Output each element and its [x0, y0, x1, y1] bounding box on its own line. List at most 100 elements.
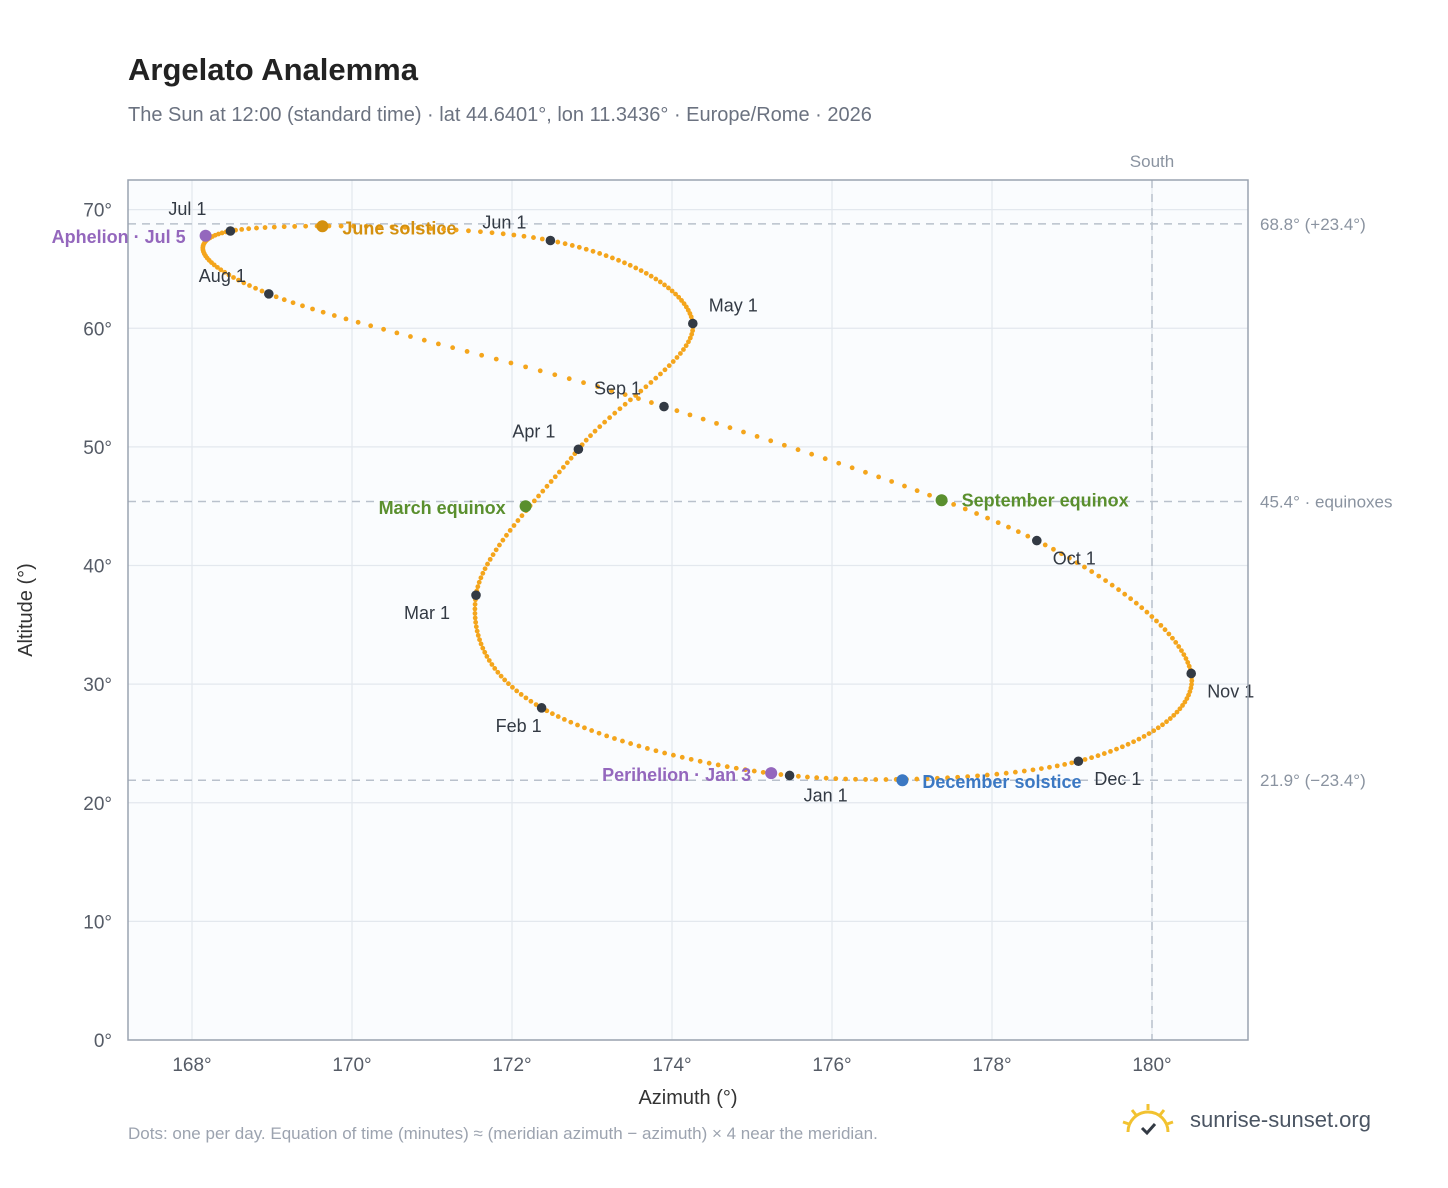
- daily-dot: [671, 752, 676, 758]
- daily-dot: [662, 367, 668, 373]
- daily-dot: [697, 758, 703, 764]
- daily-dot: [1174, 709, 1180, 715]
- month-markers: Jan 1 Feb 1 Mar 1 Apr 1 May 1 Jun 1 Jul 1 Aug 1…: [168, 199, 1254, 805]
- daily-dot: [1180, 703, 1185, 708]
- daily-dot: [549, 711, 555, 717]
- daily-dot: [536, 493, 541, 499]
- daily-dot: [1166, 631, 1172, 637]
- daily-dot: [589, 728, 595, 733]
- daily-dot: [473, 619, 479, 625]
- y-tick-label: 50°: [83, 438, 112, 459]
- daily-dot: [795, 773, 801, 779]
- daily-dot: [281, 297, 287, 303]
- month-label: Aug 1: [199, 266, 246, 286]
- daily-dot: [638, 388, 644, 394]
- daily-dot: [962, 506, 968, 512]
- plot-border: [127, 179, 1249, 1041]
- daily-dot: [1158, 622, 1164, 628]
- daily-dot: [351, 223, 356, 229]
- daily-dot: [951, 501, 957, 507]
- daily-dot: [1030, 767, 1036, 773]
- daily-dot: [500, 537, 506, 543]
- y-tick-label: 60°: [83, 319, 112, 340]
- daily-dot: [1170, 635, 1175, 641]
- brand-name: sunrise-sunset.org: [1190, 1107, 1371, 1132]
- daily-dot: [485, 561, 490, 567]
- month-marker: [573, 444, 584, 455]
- y-tick-label: 0°: [94, 1031, 112, 1052]
- month-label: Dec 1: [1094, 769, 1141, 789]
- daily-dot: [1144, 609, 1150, 615]
- daily-dot: [453, 227, 459, 233]
- daily-dot: [528, 698, 534, 704]
- daily-dot: [521, 233, 527, 239]
- daily-dot: [1062, 761, 1068, 767]
- reference-line-label: 45.4° · equinoxes: [1260, 492, 1393, 511]
- event-marker: [519, 500, 532, 513]
- daily-dot: [253, 285, 258, 291]
- daily-dot: [628, 741, 634, 746]
- y-tick-label: 70°: [83, 201, 112, 222]
- daily-dot: [638, 268, 644, 274]
- daily-dot: [688, 756, 694, 762]
- daily-dot: [662, 750, 668, 756]
- y-tick-label: 40°: [83, 557, 112, 578]
- daily-dot: [219, 230, 225, 236]
- daily-dot: [1155, 725, 1161, 731]
- daily-dot: [666, 285, 671, 291]
- daily-dot: [475, 584, 481, 590]
- daily-dot: [343, 316, 349, 322]
- daily-dot: [889, 479, 895, 484]
- brand-logo[interactable]: sunrise-sunset.org: [1120, 1102, 1371, 1138]
- daily-dot: [1154, 618, 1159, 624]
- x-axis-label: Azimuth (°): [638, 1087, 737, 1109]
- event-marker: [765, 767, 778, 780]
- sun-logo-icon: [1122, 1104, 1174, 1136]
- analemma-curve: [200, 223, 1195, 782]
- daily-dot: [484, 654, 490, 659]
- daily-dot: [1021, 768, 1027, 774]
- daily-dot: [670, 359, 676, 364]
- daily-dot: [1162, 627, 1168, 633]
- daily-dot: [236, 277, 241, 283]
- daily-dot: [376, 224, 382, 230]
- daily-dot: [822, 456, 828, 462]
- daily-dot: [823, 775, 829, 781]
- daily-dot: [480, 570, 486, 576]
- daily-dot: [616, 257, 621, 263]
- daily-dot: [415, 225, 421, 231]
- daily-dot: [381, 326, 386, 332]
- daily-dot: [510, 684, 515, 690]
- daily-dot: [472, 615, 478, 621]
- daily-dot: [1141, 733, 1147, 739]
- daily-dot: [754, 434, 760, 439]
- daily-dot: [466, 228, 471, 234]
- daily-dot: [518, 692, 524, 697]
- daily-dot: [482, 649, 488, 655]
- daily-dot: [561, 716, 567, 722]
- event-markers: June solstice December solstice March equi…: [52, 218, 1129, 792]
- daily-dot: [1131, 739, 1136, 745]
- daily-dot: [1189, 681, 1194, 687]
- x-tick-label: 178°: [972, 1055, 1011, 1076]
- plot-area: [128, 180, 1248, 1040]
- daily-dot: [627, 397, 633, 403]
- daily-dot: [441, 226, 447, 232]
- daily-dot: [1173, 640, 1179, 645]
- daily-dot: [602, 419, 608, 425]
- daily-dot: [592, 428, 598, 434]
- daily-dot: [472, 606, 478, 612]
- daily-dot: [985, 515, 990, 521]
- daily-dot: [809, 451, 815, 457]
- daily-dot: [1096, 573, 1102, 579]
- daily-dot: [604, 733, 610, 739]
- daily-dot: [1119, 744, 1125, 750]
- daily-dot: [653, 276, 659, 282]
- daily-dot: [690, 328, 696, 334]
- month-label: Feb 1: [496, 716, 542, 736]
- daily-dot: [259, 288, 265, 294]
- daily-dot: [254, 225, 259, 231]
- daily-dot: [1025, 533, 1031, 539]
- daily-dot: [239, 226, 245, 232]
